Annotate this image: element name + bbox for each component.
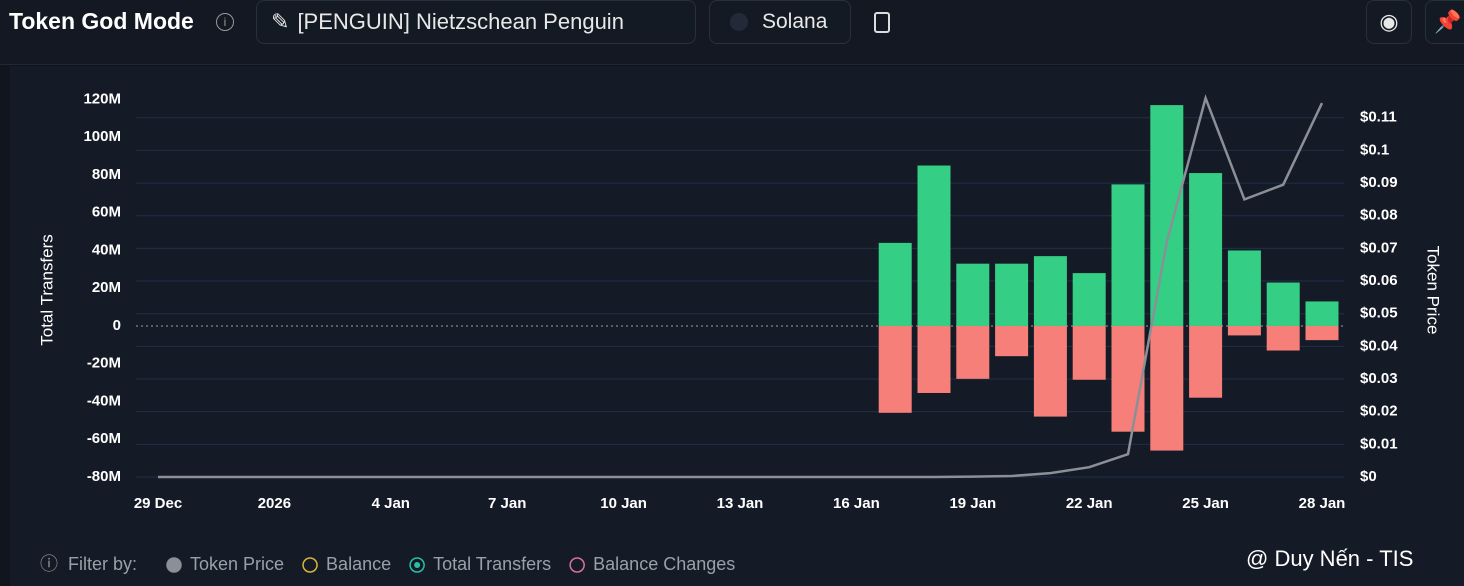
bar: [1227, 325, 1261, 336]
y-tick-label: -40M: [87, 392, 121, 409]
bar: [1189, 325, 1223, 398]
bar: [878, 325, 912, 413]
bar: [1150, 105, 1184, 326]
y-tick-label: 20M: [92, 279, 121, 296]
bar: [1111, 184, 1145, 326]
y2-tick-label: $0.04: [1360, 337, 1398, 354]
bar: [1305, 325, 1339, 341]
y2-tick-label: $0.06: [1360, 272, 1398, 289]
chain-button[interactable]: Solana: [709, 0, 851, 44]
watermark: @ Duy Nến - TIS: [1246, 546, 1413, 571]
bar: [1266, 325, 1300, 351]
x-tick-label: 25 Jan: [1182, 495, 1229, 512]
chain-name: Solana: [762, 10, 828, 33]
legend-item[interactable]: Balance Changes: [593, 554, 735, 574]
x-tick-label: 28 Jan: [1299, 495, 1346, 512]
filter-icon[interactable]: ⓘ: [40, 554, 58, 574]
bar: [1266, 282, 1300, 326]
y-tick-label: -20M: [87, 355, 121, 372]
legend-icon: [302, 557, 318, 573]
x-tick-label: 19 Jan: [949, 495, 996, 512]
bar: [995, 325, 1029, 357]
bar: [1150, 325, 1184, 451]
header: Token God Mode i ✎ [PENGUIN] Nietzschean …: [0, 0, 1464, 65]
y2-tick-label: $0.09: [1360, 174, 1398, 191]
bar: [917, 325, 951, 393]
page-title: Token God Mode: [9, 8, 194, 34]
y-tick-label: -60M: [87, 430, 121, 447]
x-tick-label: 10 Jan: [600, 495, 647, 512]
x-tick-label: 13 Jan: [717, 495, 764, 512]
y2-tick-label: $0.07: [1360, 239, 1398, 256]
legend-title: Filter by:: [68, 554, 137, 574]
watch-button[interactable]: ◉: [1366, 0, 1412, 44]
x-tick-label: 4 Jan: [372, 495, 410, 512]
x-tick-label: 22 Jan: [1066, 495, 1113, 512]
x-tick-label: 29 Dec: [134, 495, 182, 512]
y-tick-label: 60M: [92, 204, 121, 221]
info-icon[interactable]: i: [216, 13, 234, 31]
y-tick-label: -80M: [87, 468, 121, 485]
y2-tick-label: $0.03: [1360, 370, 1398, 387]
legend-item[interactable]: Token Price: [190, 554, 284, 574]
x-tick-label: 2026: [258, 495, 291, 512]
y2-tick-label: $0.05: [1360, 305, 1398, 322]
y2-tick-label: $0: [1360, 468, 1377, 485]
token-button[interactable]: ✎ [PENGUIN] Nietzschean Penguin: [256, 0, 696, 44]
chain-icon: [730, 13, 748, 31]
token-name: [PENGUIN] Nietzschean Penguin: [297, 9, 624, 34]
bar: [1227, 250, 1261, 326]
y-tick-label: 40M: [92, 241, 121, 258]
y2-tick-label: $0.01: [1360, 435, 1398, 452]
y-tick-label: 80M: [92, 166, 121, 183]
legend-icon-dot: [414, 562, 421, 568]
bar: [956, 325, 990, 379]
bar: [956, 263, 990, 326]
x-tick-label: 7 Jan: [488, 495, 526, 512]
legend-item[interactable]: Total Transfers: [433, 554, 551, 574]
bar: [1189, 173, 1223, 326]
bar: [917, 165, 951, 326]
x-tick-label: 16 Jan: [833, 495, 880, 512]
bar: [1033, 256, 1067, 326]
y-tick-label: 0: [113, 317, 121, 334]
price-line: [158, 94, 1324, 479]
pin-button[interactable]: 📌: [1425, 0, 1464, 44]
bar: [1033, 325, 1067, 417]
copy-icon[interactable]: [874, 12, 890, 33]
y2-axis-title: Token Price: [1424, 246, 1443, 335]
legend-icon: [409, 557, 425, 573]
legend-item[interactable]: Balance: [326, 554, 391, 574]
y-tick-label: 120M: [83, 90, 121, 107]
legend-icon: [166, 557, 182, 573]
edit-icon: ✎: [271, 9, 290, 34]
legend-icon: [569, 557, 585, 573]
bar: [1111, 325, 1145, 432]
y2-tick-label: $0.11: [1360, 109, 1397, 126]
bar: [878, 242, 912, 326]
bar: [1072, 325, 1106, 380]
y-tick-label: 100M: [83, 128, 121, 145]
y-axis-title: Total Transfers: [37, 234, 56, 346]
y2-tick-label: $0.08: [1360, 207, 1398, 224]
bar: [1072, 273, 1106, 326]
y2-tick-label: $0.02: [1360, 403, 1398, 420]
bar: [995, 263, 1029, 326]
bar: [1305, 301, 1339, 326]
y2-tick-label: $0.1: [1360, 141, 1389, 158]
